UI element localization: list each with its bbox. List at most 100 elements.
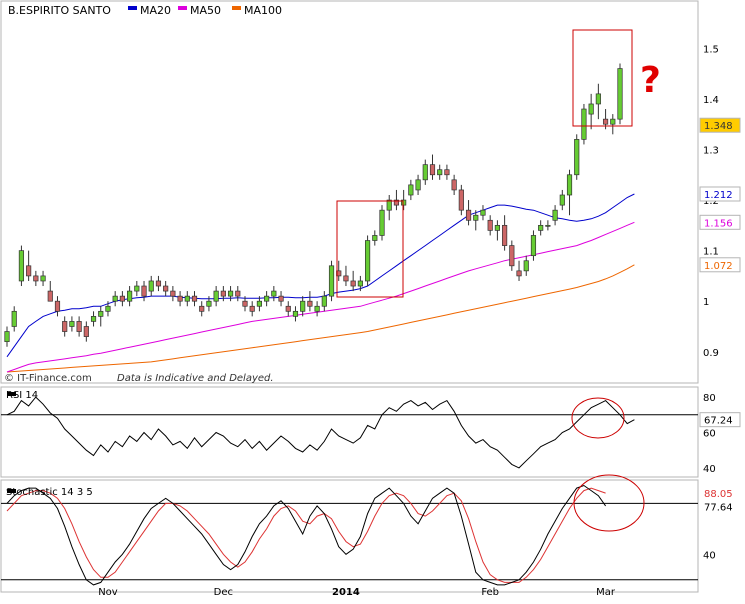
candle — [98, 306, 104, 327]
candle — [184, 291, 190, 307]
candle — [242, 296, 248, 312]
watermark: © IT-Finance.com — [4, 373, 92, 384]
rsi-panel-frame — [0, 386, 699, 478]
price-last-label: 1.212 — [704, 190, 733, 201]
candle — [465, 200, 472, 226]
candle — [264, 291, 270, 307]
candle — [458, 184, 464, 216]
candle — [119, 291, 125, 307]
price-ytick: 1.2 — [703, 196, 719, 207]
x-axis-label: 2014 — [332, 587, 360, 598]
candle — [566, 169, 573, 216]
candle — [523, 255, 529, 276]
candle — [47, 280, 53, 302]
candle — [285, 301, 291, 317]
legend-swatch-ma50 — [178, 6, 187, 10]
candle — [134, 280, 140, 297]
rsi-ytick: 60 — [703, 429, 716, 440]
stoch-last-d: 88.05 — [704, 489, 733, 500]
price-ytick: 1.4 — [703, 95, 719, 106]
candle — [516, 260, 522, 281]
ma100-line — [6, 264, 635, 373]
candle — [422, 159, 428, 185]
candle — [538, 220, 544, 236]
rsi-legend-swatch — [7, 392, 16, 396]
price-last-label: 1.072 — [704, 261, 733, 272]
price-last-label-box — [699, 117, 741, 133]
candle — [444, 164, 450, 180]
price-last-label-box — [699, 214, 741, 230]
candle — [502, 215, 508, 251]
candle — [617, 63, 623, 125]
candle — [220, 286, 226, 302]
candle — [69, 316, 75, 332]
candle — [610, 114, 616, 135]
candle — [343, 265, 349, 287]
candle — [552, 205, 558, 226]
candle — [545, 220, 551, 231]
candle — [509, 240, 515, 271]
candle — [429, 154, 436, 180]
stoch-last-k: 77.64 — [704, 502, 733, 513]
annotation-box-1 — [336, 200, 404, 298]
chart-title: B.ESPIRITO SANTO — [8, 4, 111, 17]
candle — [393, 189, 400, 211]
candle — [292, 306, 299, 322]
x-axis-label: Mar — [596, 587, 616, 598]
candle — [408, 179, 414, 201]
candle — [11, 306, 17, 332]
candle — [227, 286, 234, 302]
price-last-label: 1.348 — [704, 121, 733, 132]
candle — [386, 195, 392, 221]
candle — [18, 245, 25, 287]
candle — [350, 270, 356, 292]
legend-swatch-ma100 — [232, 6, 241, 10]
candle — [141, 280, 147, 302]
candle — [588, 93, 594, 130]
data-note: Data is Indicative and Delayed. — [117, 373, 274, 384]
price-ytick: 0.9 — [703, 348, 719, 359]
price-ytick: 1.5 — [703, 44, 719, 55]
candle — [307, 291, 313, 312]
candle — [112, 291, 118, 307]
candle — [148, 275, 154, 297]
price-last-label: 1.156 — [704, 218, 733, 229]
candle — [473, 210, 479, 231]
stoch-title: Stochastic 14 3 5 — [6, 487, 93, 498]
stoch-legend-swatch — [7, 489, 16, 493]
candle — [559, 189, 565, 211]
candle — [235, 286, 241, 302]
stoch-d-line — [6, 487, 606, 583]
rsi-line — [6, 396, 635, 469]
stoch-circle — [573, 474, 645, 532]
candle — [191, 291, 198, 307]
candle — [155, 275, 162, 292]
candle — [54, 296, 61, 317]
legend-ma20: MA20 — [140, 4, 171, 17]
legend-ma50: MA50 — [190, 4, 221, 17]
ma50-line — [6, 221, 635, 373]
candle — [401, 189, 407, 211]
candle — [271, 286, 277, 302]
candle — [480, 205, 486, 221]
stoch-ytick: 40 — [703, 550, 716, 561]
candle — [365, 235, 371, 287]
rsi-ytick: 40 — [703, 464, 716, 475]
candle — [451, 174, 457, 195]
candle — [581, 103, 587, 145]
rsi-last-label: 67.24 — [704, 416, 733, 427]
candle — [127, 286, 133, 307]
candle — [199, 301, 205, 317]
candle — [300, 296, 306, 317]
candle — [278, 291, 284, 307]
rsi-title: RSI 14 — [6, 390, 38, 401]
candle — [76, 316, 82, 337]
candle — [256, 296, 262, 312]
candle — [170, 286, 176, 302]
question-mark: ? — [640, 60, 661, 101]
candle — [530, 230, 537, 261]
candle — [4, 326, 10, 347]
candle — [105, 301, 111, 317]
candle — [83, 321, 89, 342]
